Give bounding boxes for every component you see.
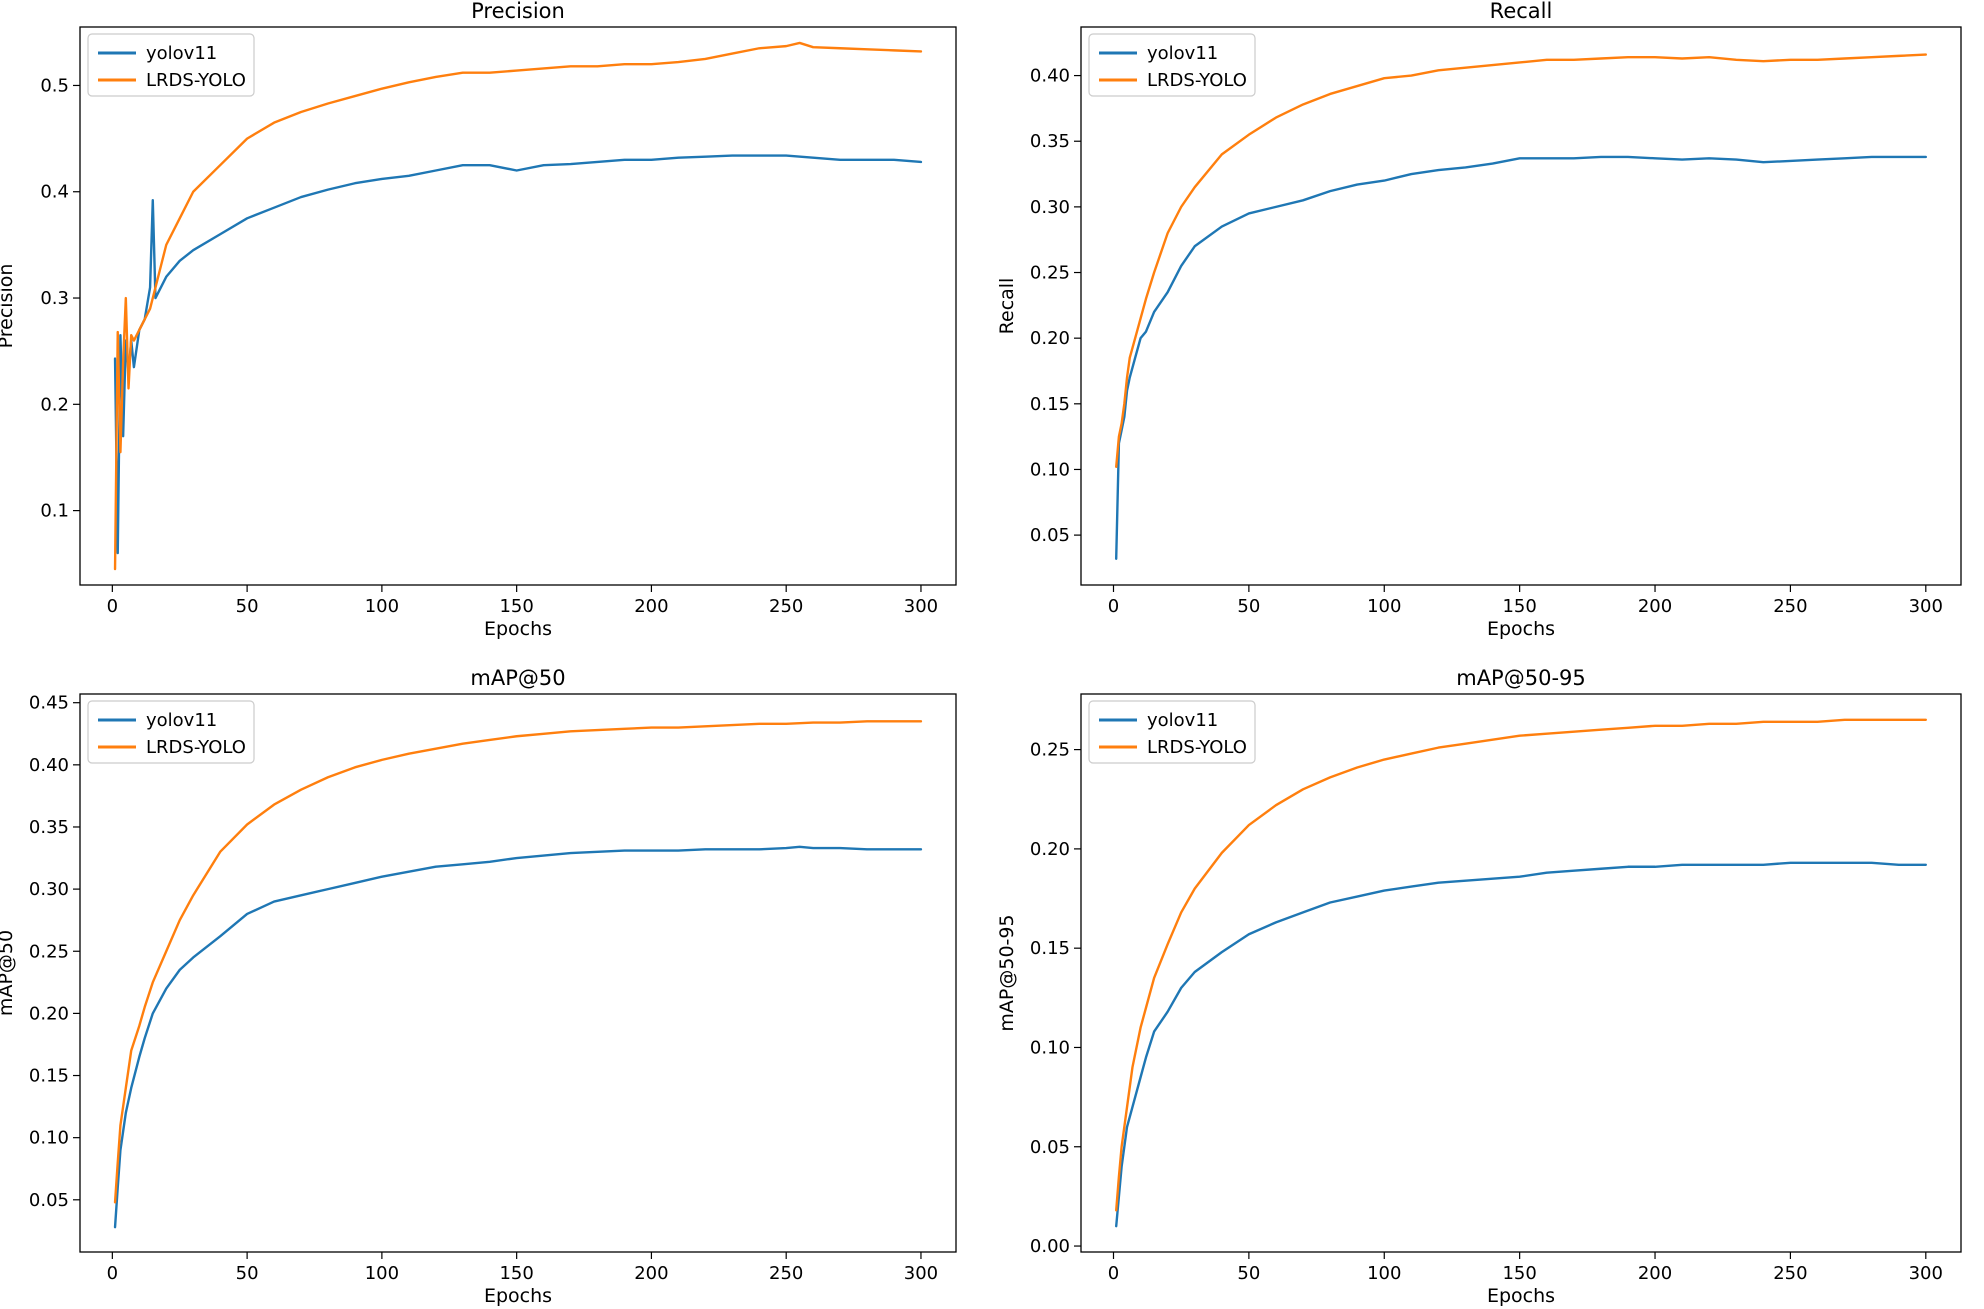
y-tick-label: 0.35 [29,817,69,838]
legend-label-lrds-yolo: LRDS-YOLO [1147,70,1247,91]
legend-label-lrds-yolo: LRDS-YOLO [146,737,246,758]
x-tick-label: 0 [107,596,118,617]
x-tick-label: 250 [769,596,803,617]
series-line-yolov11 [1114,155,1928,560]
y-tick-label: 0.3 [40,288,69,309]
y-tick-label: 0.45 [29,693,69,714]
legend: yolov11 LRDS-YOLO [87,33,255,97]
y-tick-label: 0.5 [40,75,69,96]
y-tick-label: 0.25 [1030,740,1070,761]
y-tick-label: 0.15 [1030,938,1070,959]
x-tick-label: 200 [1638,1263,1672,1284]
y-axis-label: mAP@50-95 [996,914,1018,1031]
chart-title: mAP@50-95 [1456,666,1586,690]
x-tick-label: 150 [499,1263,533,1284]
x-tick-label: 250 [1773,596,1807,617]
legend-label-yolov11: yolov11 [146,710,217,731]
legend: yolov11 LRDS-YOLO [1088,700,1256,764]
y-tick-label: 0.15 [1030,394,1070,415]
legend: yolov11 LRDS-YOLO [87,700,255,764]
x-tick-label: 0 [107,1263,118,1284]
x-tick-label: 50 [236,596,259,617]
legend-label-yolov11: yolov11 [146,43,217,64]
axes-frame [79,693,957,1253]
x-tick-label: 150 [1502,1263,1536,1284]
y-tick-label: 0.05 [1030,525,1070,546]
series-line-yolov11 [113,154,923,555]
x-tick-label: 300 [904,1263,938,1284]
x-tick-label: 100 [365,596,399,617]
y-tick-label: 0.10 [1030,459,1070,480]
legend-label-yolov11: yolov11 [1147,710,1218,731]
y-tick-label: 0.10 [1030,1037,1070,1058]
y-tick-label: 0.4 [40,182,69,203]
series-line-lrds-yolo [1114,53,1928,469]
y-tick-label: 0.20 [1030,328,1070,349]
x-tick-label: 300 [904,596,938,617]
y-axis-label: Precision [0,264,17,349]
x-tick-label: 200 [634,596,668,617]
y-tick-label: 0.05 [1030,1137,1070,1158]
x-axis-label: Epochs [1487,1285,1555,1307]
x-tick-label: 50 [1237,1263,1260,1284]
axes-frame [1080,26,1962,586]
y-tick-label: 0.15 [29,1066,69,1087]
y-tick-label: 0.25 [1030,263,1070,284]
y-tick-label: 0.20 [29,1003,69,1024]
chart-title: mAP@50 [470,666,565,690]
axes-frame [1080,693,1962,1253]
y-tick-label: 0.1 [40,501,69,522]
x-tick-label: 200 [1638,596,1672,617]
series-line-yolov11 [113,845,923,1229]
y-tick-label: 0.05 [29,1190,69,1211]
x-tick-label: 150 [1502,596,1536,617]
x-tick-label: 0 [1108,596,1119,617]
x-tick-label: 200 [634,1263,668,1284]
x-tick-label: 300 [1909,596,1943,617]
y-tick-label: 0.20 [1030,839,1070,860]
y-tick-label: 0.30 [1030,197,1070,218]
series-line-lrds-yolo [1114,718,1928,1212]
y-axis-label: mAP@50 [0,930,17,1016]
axes-frame [79,26,957,586]
x-axis-label: Epochs [484,1285,552,1307]
legend: yolov11 LRDS-YOLO [1088,33,1256,97]
x-tick-label: 50 [1237,596,1260,617]
x-tick-label: 250 [1773,1263,1807,1284]
chart-map-50: 0 50 100 150 200 250 300 0.05 0.10 0.15 0.20 0.25 0.… [0,666,957,1307]
x-tick-label: 50 [236,1263,259,1284]
x-axis-label: Epochs [1487,618,1555,640]
chart-title: Precision [471,0,565,23]
legend-label-yolov11: yolov11 [1147,43,1218,64]
chart-precision: 0 50 100 150 200 250 300 0.1 0.2 0.3 0.4 0.5 Precisi… [0,0,957,640]
y-tick-label: 0.10 [29,1128,69,1149]
y-tick-label: 0.30 [29,879,69,900]
x-tick-label: 100 [1367,596,1401,617]
chart-map-50-95: 0 50 100 150 200 250 300 0.00 0.05 0.10 0.15 0.20 0.… [996,666,1962,1307]
x-tick-label: 0 [1108,1263,1119,1284]
chart-title: Recall [1490,0,1553,23]
y-tick-label: 0.00 [1030,1236,1070,1257]
y-tick-label: 0.40 [1030,66,1070,87]
y-axis-label: Recall [996,278,1018,335]
x-tick-label: 100 [1367,1263,1401,1284]
series-line-lrds-yolo [113,41,923,571]
legend-label-lrds-yolo: LRDS-YOLO [146,70,246,91]
y-tick-label: 0.2 [40,394,69,415]
series-line-yolov11 [1114,861,1928,1228]
y-tick-label: 0.25 [29,941,69,962]
x-axis-label: Epochs [484,618,552,640]
y-tick-label: 0.35 [1030,131,1070,152]
x-tick-label: 300 [1909,1263,1943,1284]
y-tick-label: 0.40 [29,755,69,776]
chart-recall: 0 50 100 150 200 250 300 0.05 0.10 0.15 0.20 0.25 0.… [996,0,1962,640]
series-line-lrds-yolo [113,720,923,1204]
x-tick-label: 100 [365,1263,399,1284]
legend-label-lrds-yolo: LRDS-YOLO [1147,737,1247,758]
x-tick-label: 250 [769,1263,803,1284]
x-tick-label: 150 [499,596,533,617]
